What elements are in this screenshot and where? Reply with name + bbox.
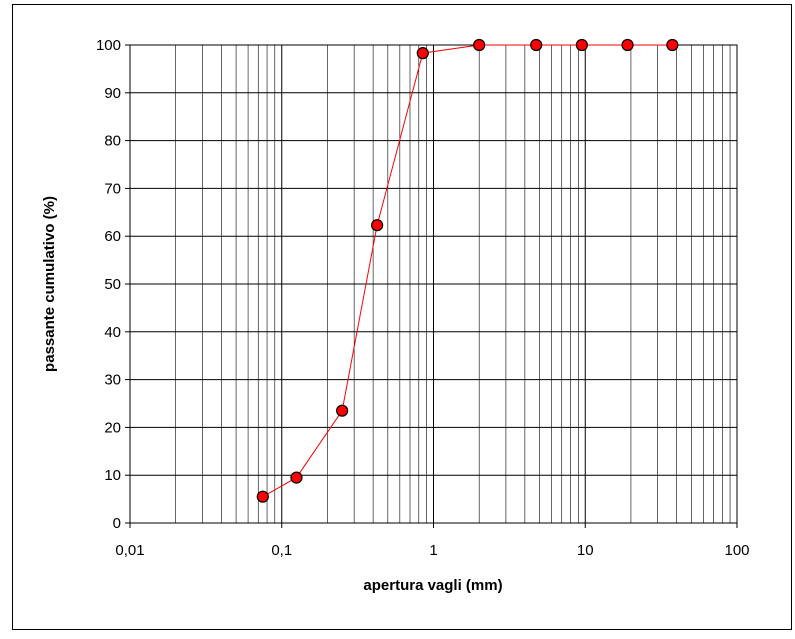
data-point bbox=[290, 471, 303, 484]
data-point bbox=[621, 38, 634, 52]
data-point bbox=[473, 38, 486, 52]
x-tick-label: 10 bbox=[577, 542, 594, 559]
data-point bbox=[371, 219, 384, 232]
y-tick-label: 40 bbox=[104, 324, 121, 341]
y-tick-label: 60 bbox=[104, 228, 121, 245]
data-points bbox=[256, 38, 679, 503]
y-axis-ticks: 0 10 20 30 40 50 60 70 80 90 100 bbox=[96, 37, 130, 532]
x-axis-ticks: 0,01 0,1 1 10 100 bbox=[115, 523, 750, 559]
y-tick-label: 10 bbox=[104, 467, 121, 484]
x-tick-label: 0,01 bbox=[115, 542, 144, 559]
x-tick-label: 0,1 bbox=[271, 542, 292, 559]
y-tick-label: 80 bbox=[104, 133, 121, 150]
data-point bbox=[530, 38, 543, 52]
y-tick-label: 90 bbox=[104, 85, 121, 102]
data-point bbox=[416, 47, 429, 60]
x-tick-label: 1 bbox=[429, 542, 437, 559]
x-tick-label: 100 bbox=[724, 542, 749, 559]
y-tick-label: 0 bbox=[113, 515, 121, 532]
chart-border bbox=[12, 4, 792, 630]
y-tick-label: 50 bbox=[104, 276, 121, 293]
data-point bbox=[666, 38, 679, 52]
data-point bbox=[575, 38, 588, 52]
y-tick-label: 70 bbox=[104, 180, 121, 197]
data-point bbox=[256, 490, 269, 503]
series-line bbox=[262, 44, 673, 498]
y-tick-label: 30 bbox=[104, 372, 121, 389]
y-tick-label: 20 bbox=[104, 419, 121, 436]
data-point bbox=[336, 404, 349, 417]
y-tick-label: 100 bbox=[96, 37, 121, 54]
x-axis-label: apertura vagli (mm) bbox=[363, 577, 502, 594]
y-axis-label: passante cumulativo (%) bbox=[41, 196, 58, 372]
